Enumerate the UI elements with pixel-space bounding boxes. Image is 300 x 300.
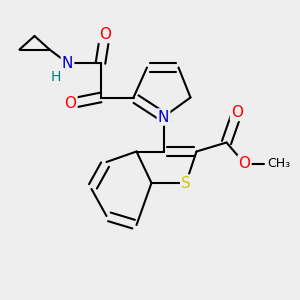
Text: O: O bbox=[231, 105, 243, 120]
Text: O: O bbox=[238, 156, 250, 171]
Text: S: S bbox=[181, 176, 191, 190]
Text: O: O bbox=[64, 96, 76, 111]
Text: N: N bbox=[62, 56, 73, 70]
Text: CH₃: CH₃ bbox=[267, 157, 290, 170]
Text: N: N bbox=[158, 110, 169, 124]
Text: H: H bbox=[50, 70, 61, 84]
Text: O: O bbox=[99, 27, 111, 42]
